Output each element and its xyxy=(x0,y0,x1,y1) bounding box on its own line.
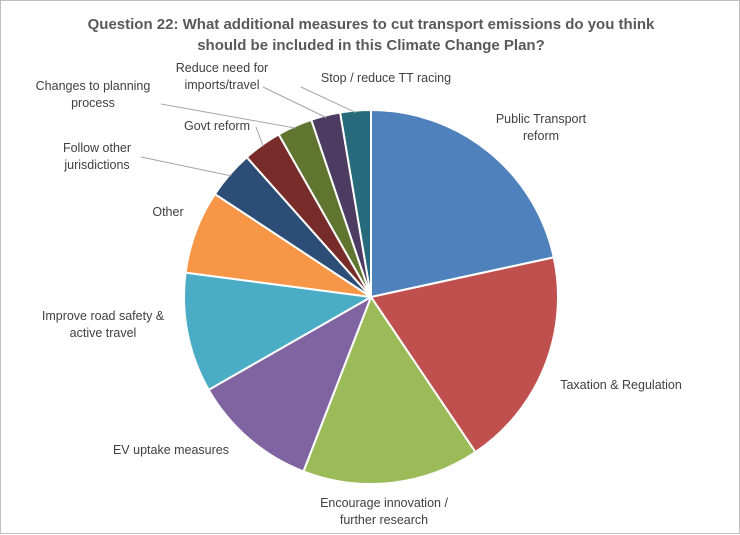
pie-labels: Public Transport reform Taxation & Regulat… xyxy=(36,61,682,527)
slice-label: Improve road safety & active travel xyxy=(42,309,165,340)
leader-line xyxy=(300,86,356,114)
slice-label: EV uptake measures xyxy=(113,443,229,457)
pie-slice xyxy=(370,109,555,298)
slice-label: Taxation & Regulation xyxy=(560,378,682,392)
pie-slice xyxy=(370,256,559,454)
slice-label: Encourage innovation / further research xyxy=(320,496,448,527)
pie-slice xyxy=(302,296,477,485)
slice-label: Other xyxy=(152,205,183,219)
leader-line xyxy=(262,86,327,118)
pie-slice xyxy=(339,109,372,298)
chart-title: Question 22: What additional measures to… xyxy=(87,16,655,54)
pie-slices xyxy=(183,109,559,485)
slice-label: Follow other jurisdictions xyxy=(63,141,131,172)
leader-line xyxy=(160,103,296,129)
slice-label: Reduce need for imports/travel xyxy=(176,61,268,92)
slice-label: Stop / reduce TT racing xyxy=(321,71,451,85)
slice-label: Changes to planning process xyxy=(36,79,151,110)
leader-line xyxy=(255,126,264,147)
leader-line xyxy=(140,156,232,177)
pie-slice xyxy=(207,296,372,473)
slice-label: Public Transport reform xyxy=(496,112,587,143)
slice-label: Govt reform xyxy=(184,119,250,133)
pie-slice xyxy=(183,271,372,391)
